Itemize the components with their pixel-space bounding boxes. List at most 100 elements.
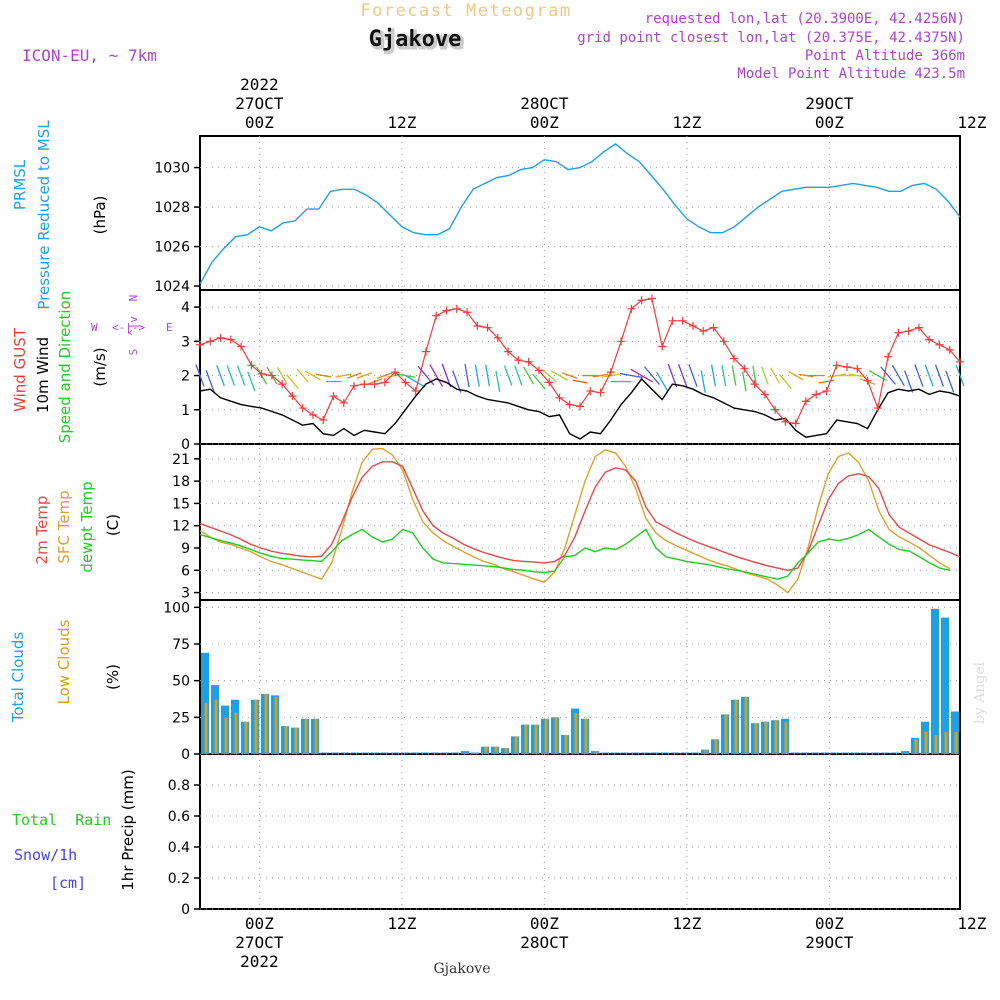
- wind-gust-marker: [401, 378, 410, 387]
- clouds-tick-label: 100: [163, 600, 190, 616]
- time-label: 29OCT: [805, 933, 854, 952]
- sfc-temp-line: [199, 447, 951, 594]
- wind-arrow: [495, 370, 501, 393]
- wind-gust-marker: [894, 328, 903, 337]
- wind-arrow: [541, 369, 557, 383]
- wind-arrow: [667, 363, 678, 388]
- wind-gust-marker: [853, 364, 862, 373]
- low-cloud-bar: [784, 721, 788, 754]
- temperature-tick-label: 12: [172, 519, 190, 535]
- wind-arrow: [741, 371, 747, 392]
- wind-gust-marker: [688, 321, 697, 330]
- wind-gust-marker: [914, 323, 923, 332]
- time-label: 29OCT: [805, 94, 854, 113]
- wind-tick-label: 1: [181, 403, 190, 419]
- wind-gust-marker: [606, 368, 615, 377]
- time-label: 12Z: [957, 113, 986, 132]
- low-clouds-label: Low Clouds: [55, 619, 73, 704]
- sfc-temp-label: SFC Temp: [55, 490, 73, 563]
- wind-gust-marker: [730, 354, 739, 363]
- wind-arrow: [788, 370, 804, 381]
- wind-arrow: [523, 366, 535, 385]
- clouds-unit: (%): [104, 664, 122, 690]
- low-cloud-bar: [574, 712, 578, 754]
- temperature-labels: 2m Temp SFC Temp dewpt Temp (C): [33, 481, 122, 572]
- footer-location: Gjakove: [434, 961, 491, 977]
- clouds-tick-label: 50: [172, 674, 190, 690]
- wind-gust-marker: [391, 368, 400, 377]
- wind-arrow: [904, 370, 914, 393]
- wind-arrow: [562, 372, 578, 379]
- time-label: 28OCT: [520, 933, 569, 952]
- low-cloud-bar: [274, 696, 278, 754]
- wind-arrow: [880, 366, 896, 385]
- wind-arrow: [532, 373, 546, 390]
- wind-10m-label: 10m Wind: [34, 337, 52, 413]
- pressure-tick-label: 1026: [154, 240, 190, 256]
- wind-arrow: [335, 373, 353, 378]
- model-label: ICON-EU, ~ 7km: [22, 46, 157, 65]
- wind-arrow: [700, 370, 706, 393]
- total-clouds-label: Total Clouds: [9, 632, 27, 724]
- wind-arrow: [731, 365, 737, 386]
- wind-gust-marker: [237, 342, 246, 351]
- wind-speed-dir-label: Speed and Direction: [56, 291, 74, 444]
- wind-arrow: [485, 364, 491, 387]
- wind-gust-marker: [925, 335, 934, 344]
- low-cloud-bar: [304, 718, 308, 754]
- temperature-tick-label: 3: [181, 586, 190, 602]
- time-label: 12Z: [957, 914, 986, 933]
- low-cloud-bar: [284, 726, 288, 754]
- wind-arrow: [643, 366, 660, 386]
- wind-tick-label: 0: [181, 437, 190, 453]
- temp2m-label: 2m Temp: [33, 496, 51, 565]
- time-label: 12Z: [672, 113, 701, 132]
- watermark: by Angel: [972, 661, 988, 724]
- time-label: 00Z: [530, 113, 559, 132]
- low-cloud-bar: [704, 749, 708, 754]
- wind-arrow: [656, 371, 669, 392]
- wind-arrow: [405, 375, 426, 388]
- wind-gust-marker: [678, 316, 687, 325]
- wind-gust-marker: [463, 308, 472, 317]
- time-label: 12Z: [387, 914, 416, 933]
- wind-gust-marker: [206, 337, 215, 346]
- wind-arrow: [377, 372, 393, 379]
- temperature-tick-label: 9: [181, 541, 190, 557]
- point-altitude: Point Altitude 366m: [805, 48, 965, 64]
- wind-gust-marker: [668, 316, 677, 325]
- wind-arrow: [503, 365, 513, 386]
- wind-gust-marker: [699, 327, 708, 336]
- wind-arrow: [818, 379, 835, 384]
- model-altitude: Model Point Altitude 423.5m: [737, 66, 965, 82]
- wind-gust-marker: [339, 398, 348, 407]
- wind-gust-marker: [442, 306, 451, 315]
- wind-arrow: [286, 374, 299, 389]
- low-cloud-bar: [564, 734, 568, 754]
- wind-arrow: [688, 364, 698, 387]
- wind-arrow: [934, 364, 945, 387]
- pressure-unit: (hPa): [91, 196, 109, 235]
- wind-gust-marker: [350, 381, 359, 390]
- low-cloud-bar: [294, 727, 298, 754]
- wind-gust-marker: [637, 296, 646, 305]
- low-cloud-bar: [554, 717, 558, 754]
- precip-tick-label: 0.2: [168, 871, 190, 887]
- chart-title: Forecast Meteogram: [360, 1, 571, 21]
- wind-gust-marker: [863, 376, 872, 385]
- time-label: 12Z: [387, 113, 416, 132]
- total-cloud-bar: [941, 617, 949, 754]
- wind-gust-marker: [791, 419, 800, 428]
- wind-direction-arrows: [195, 363, 965, 393]
- wind-gust-marker: [534, 366, 543, 375]
- low-cloud-bar: [714, 739, 718, 754]
- low-cloud-bar: [914, 739, 918, 754]
- wind-gust-marker: [658, 342, 667, 351]
- wind-gust-marker: [452, 304, 461, 313]
- dewpt-temp-label: dewpt Temp: [78, 481, 96, 572]
- wind-tick-label: 4: [181, 300, 190, 316]
- requested-coords: requested lon,lat (20.3900E, 42.4256N): [645, 11, 965, 27]
- wind-gust-marker: [421, 347, 430, 356]
